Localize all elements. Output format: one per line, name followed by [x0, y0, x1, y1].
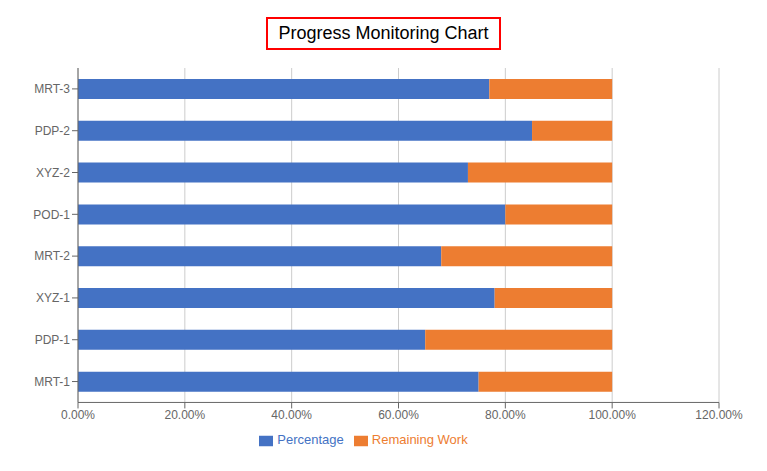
svg-text:XYZ-2: XYZ-2 [36, 166, 70, 180]
html-text:Remaining Work: Remaining Work [371, 432, 468, 448]
svg-text:XYZ-1: XYZ-1 [36, 291, 70, 305]
svg-text:100.00%: 100.00% [588, 408, 636, 422]
svg-text:MRT-3: MRT-3 [34, 82, 70, 96]
html-text:Progress Monitoring Chart: Progress Monitoring Chart [278, 22, 489, 43]
svg-text:60.00%: 60.00% [378, 408, 419, 422]
svg-text:MRT-2: MRT-2 [34, 249, 70, 263]
svg-text:20.00%: 20.00% [164, 408, 205, 422]
svg-text:80.00%: 80.00% [485, 408, 526, 422]
svg-text:0.00%: 0.00% [61, 408, 95, 422]
svg-text:MRT-1: MRT-1 [34, 375, 70, 389]
html-text:Percentage: Percentage [277, 432, 344, 448]
svg-text:40.00%: 40.00% [271, 408, 312, 422]
svg-text:120.00%: 120.00% [695, 408, 743, 422]
svg-text:PDP-2: PDP-2 [35, 124, 71, 138]
svg-text:PDP-1: PDP-1 [35, 333, 71, 347]
svg-text:POD-1: POD-1 [33, 208, 70, 222]
